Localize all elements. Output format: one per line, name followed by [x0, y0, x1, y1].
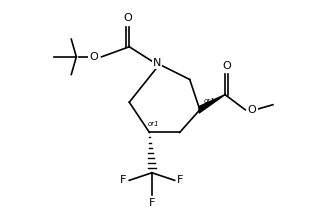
- Text: F: F: [120, 175, 127, 185]
- Text: O: O: [248, 105, 256, 115]
- Text: F: F: [177, 175, 183, 185]
- Text: F: F: [149, 198, 155, 208]
- Text: or1: or1: [204, 98, 215, 104]
- Text: N: N: [153, 58, 161, 68]
- Polygon shape: [199, 95, 225, 113]
- Text: O: O: [124, 13, 132, 23]
- Text: O: O: [222, 61, 231, 71]
- Text: O: O: [89, 52, 98, 62]
- Text: or1: or1: [148, 121, 160, 127]
